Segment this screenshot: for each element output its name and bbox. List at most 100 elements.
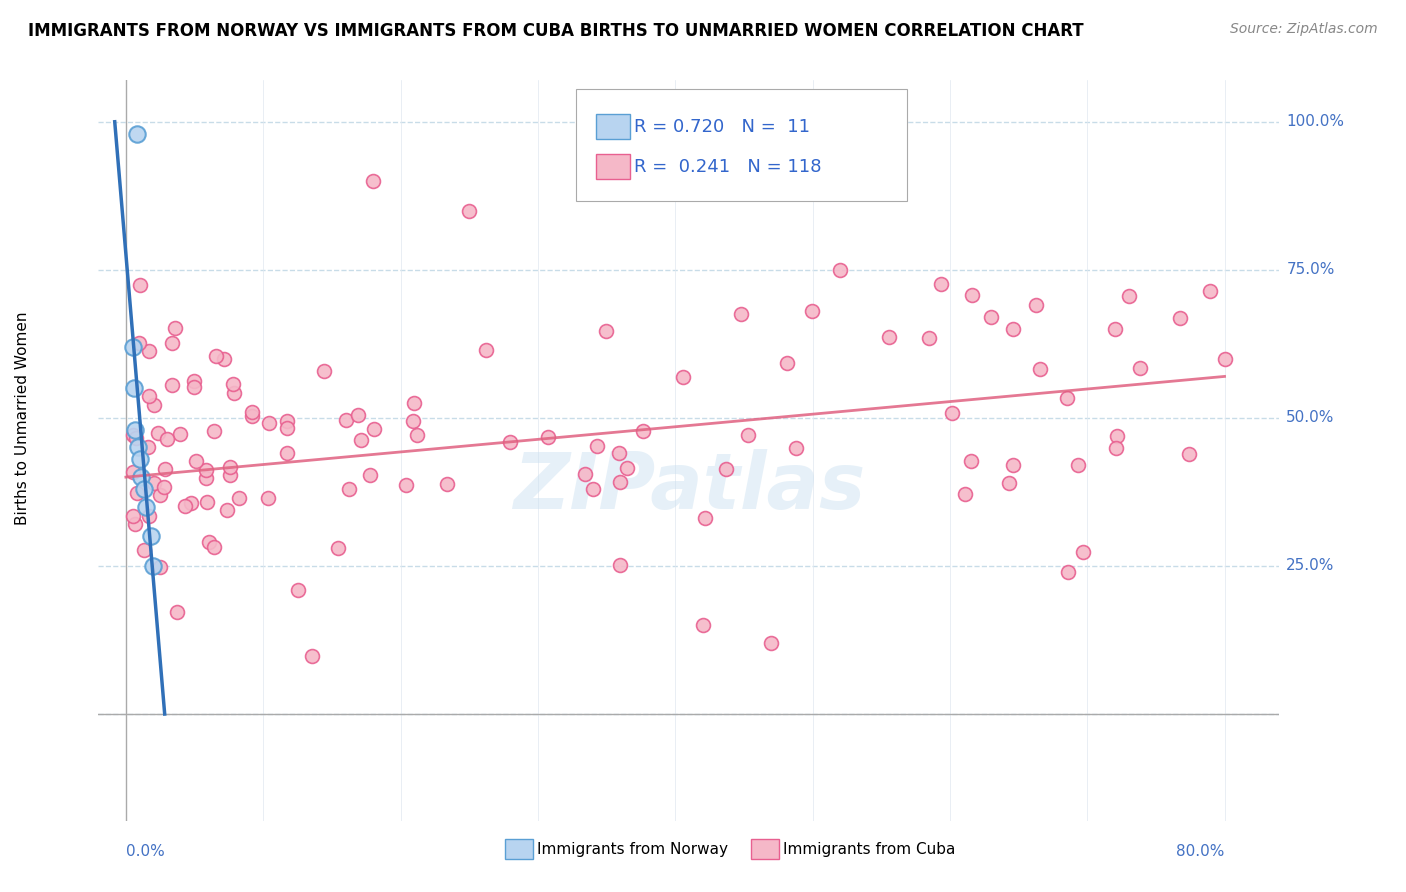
Point: [960, 288, 983, 302]
Point: [609, 475, 631, 490]
Point: [350, 434, 373, 448]
Point: [537, 430, 560, 444]
Point: [337, 482, 360, 496]
Point: [138, 389, 160, 403]
Point: [257, 491, 280, 505]
Text: 80.0%: 80.0%: [1177, 845, 1225, 859]
Point: [402, 414, 425, 428]
Point: [127, 441, 149, 455]
Point: [1029, 362, 1052, 376]
Point: [146, 425, 169, 440]
Point: [980, 310, 1002, 325]
Point: [1118, 289, 1140, 303]
Point: [122, 381, 145, 395]
Point: [183, 380, 205, 394]
Point: [139, 529, 162, 543]
Point: [960, 454, 983, 468]
Point: [1067, 458, 1090, 472]
Point: [1001, 322, 1024, 336]
Point: [132, 482, 155, 496]
Point: [149, 487, 172, 501]
Point: [287, 582, 309, 597]
Point: [1105, 428, 1128, 442]
Point: [173, 500, 195, 514]
Point: [257, 416, 280, 430]
Point: [132, 543, 155, 558]
Point: [693, 511, 716, 525]
Point: [595, 324, 617, 338]
Point: [138, 344, 160, 359]
Text: 100.0%: 100.0%: [1286, 114, 1344, 129]
Point: [202, 540, 225, 554]
Point: [404, 396, 426, 410]
Point: [953, 487, 976, 501]
Point: [616, 461, 638, 475]
Point: [215, 502, 238, 516]
Point: [918, 331, 941, 345]
Point: [1025, 298, 1047, 312]
Point: [165, 321, 187, 335]
Point: [129, 470, 152, 484]
Point: [1057, 566, 1080, 580]
Point: [219, 459, 242, 474]
Point: [363, 422, 385, 436]
Point: [312, 364, 335, 378]
Point: [135, 500, 157, 514]
Point: [761, 636, 783, 650]
Point: [436, 476, 458, 491]
Text: ZIPatlas: ZIPatlas: [513, 450, 865, 525]
Point: [941, 406, 963, 420]
Point: [1105, 441, 1128, 455]
Point: [202, 424, 225, 438]
Point: [828, 262, 851, 277]
Point: [1001, 458, 1024, 472]
Point: [276, 420, 298, 434]
Point: [1213, 351, 1236, 366]
Point: [361, 174, 384, 188]
Point: [138, 509, 160, 524]
Point: [737, 428, 759, 442]
Text: Immigrants from Cuba: Immigrants from Cuba: [783, 842, 956, 856]
Point: [359, 468, 381, 483]
Point: [228, 491, 250, 505]
Point: [1056, 391, 1078, 405]
Point: [785, 442, 807, 456]
Point: [328, 541, 350, 555]
Point: [124, 423, 146, 437]
Text: Source: ZipAtlas.com: Source: ZipAtlas.com: [1230, 22, 1378, 37]
Point: [169, 426, 191, 441]
Text: 0.0%: 0.0%: [127, 845, 165, 859]
Point: [194, 471, 217, 485]
Point: [125, 127, 148, 141]
Point: [136, 440, 159, 454]
Point: [475, 343, 498, 357]
Point: [121, 509, 143, 524]
Text: R = 0.720   N =  11: R = 0.720 N = 11: [634, 118, 810, 136]
Point: [1168, 310, 1191, 325]
Point: [125, 486, 148, 500]
Text: R =  0.241   N = 118: R = 0.241 N = 118: [634, 158, 821, 176]
Point: [609, 558, 631, 572]
Point: [125, 431, 148, 445]
Text: 75.0%: 75.0%: [1286, 262, 1334, 277]
Point: [692, 618, 714, 632]
Text: 50.0%: 50.0%: [1286, 410, 1334, 425]
Point: [142, 475, 165, 490]
Point: [162, 336, 184, 351]
Point: [631, 425, 654, 439]
Point: [222, 376, 245, 391]
Point: [499, 434, 522, 449]
Point: [198, 535, 221, 549]
Point: [586, 439, 609, 453]
Point: [607, 446, 630, 460]
Point: [160, 378, 183, 392]
Point: [335, 413, 357, 427]
Point: [582, 482, 605, 496]
Point: [204, 349, 226, 363]
Point: [716, 461, 738, 475]
Point: [574, 467, 596, 481]
Point: [128, 452, 150, 467]
Point: [406, 428, 429, 442]
Point: [395, 478, 418, 492]
Point: [212, 351, 235, 366]
